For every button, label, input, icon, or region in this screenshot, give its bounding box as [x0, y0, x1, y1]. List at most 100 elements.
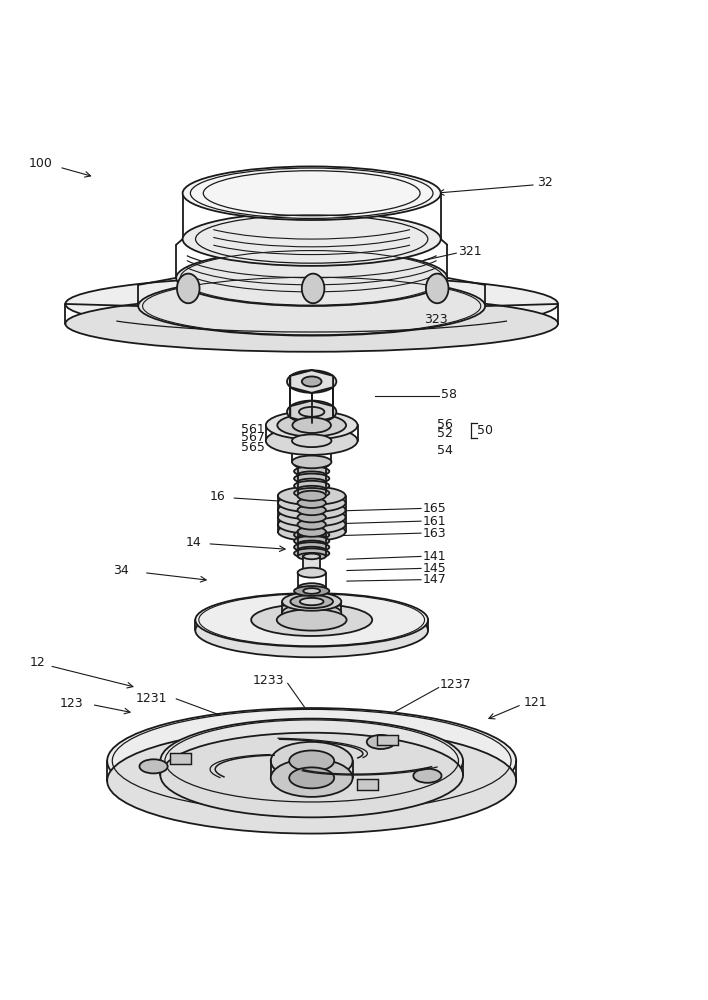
Text: 323: 323 [425, 313, 448, 326]
Ellipse shape [278, 414, 346, 437]
Ellipse shape [297, 498, 326, 508]
Ellipse shape [297, 528, 326, 535]
Ellipse shape [294, 548, 329, 558]
Ellipse shape [287, 401, 336, 423]
Ellipse shape [297, 479, 326, 486]
Ellipse shape [302, 274, 324, 303]
Ellipse shape [302, 376, 321, 387]
Text: 567: 567 [241, 431, 265, 444]
Text: 52: 52 [437, 427, 452, 440]
Bar [357, 779, 378, 790]
Bar [377, 735, 398, 745]
Ellipse shape [266, 411, 358, 439]
Ellipse shape [297, 491, 326, 501]
Ellipse shape [289, 767, 334, 788]
Ellipse shape [297, 512, 326, 522]
Ellipse shape [287, 370, 336, 393]
Text: 50: 50 [476, 424, 493, 437]
Polygon shape [290, 370, 333, 423]
Ellipse shape [160, 733, 463, 817]
Text: 561: 561 [241, 423, 265, 436]
Text: 161: 161 [423, 515, 447, 528]
Ellipse shape [300, 598, 324, 605]
Ellipse shape [294, 488, 329, 498]
Ellipse shape [107, 728, 516, 834]
Ellipse shape [294, 536, 329, 546]
Ellipse shape [266, 427, 358, 455]
Ellipse shape [292, 434, 331, 447]
Polygon shape [290, 370, 333, 393]
Text: 12: 12 [30, 656, 45, 669]
Ellipse shape [270, 759, 353, 797]
Ellipse shape [367, 735, 395, 749]
Ellipse shape [303, 571, 320, 577]
Ellipse shape [292, 456, 331, 468]
Text: 100: 100 [28, 157, 52, 170]
Ellipse shape [65, 276, 558, 332]
Ellipse shape [297, 457, 326, 464]
Ellipse shape [299, 407, 324, 417]
Ellipse shape [297, 486, 326, 493]
Ellipse shape [107, 708, 516, 814]
Text: 1231: 1231 [135, 692, 167, 705]
Ellipse shape [297, 541, 326, 548]
Ellipse shape [297, 534, 326, 541]
Ellipse shape [294, 466, 329, 476]
Ellipse shape [278, 494, 346, 512]
Ellipse shape [183, 212, 441, 266]
Ellipse shape [294, 586, 329, 596]
Ellipse shape [278, 508, 346, 527]
Text: 14: 14 [186, 536, 202, 549]
Ellipse shape [294, 530, 329, 540]
Ellipse shape [294, 542, 329, 552]
Text: 121: 121 [523, 696, 547, 709]
Ellipse shape [160, 719, 463, 803]
Text: 141: 141 [423, 550, 447, 563]
Text: 32: 32 [537, 176, 553, 189]
Ellipse shape [278, 487, 346, 505]
Bar [170, 753, 191, 764]
Ellipse shape [277, 609, 347, 631]
Text: 1237: 1237 [440, 678, 472, 691]
Ellipse shape [297, 471, 326, 478]
Ellipse shape [176, 250, 447, 306]
Ellipse shape [195, 593, 428, 647]
Ellipse shape [139, 759, 168, 773]
Text: 54: 54 [437, 444, 452, 457]
Ellipse shape [251, 604, 372, 636]
Ellipse shape [297, 464, 326, 471]
Text: 145: 145 [423, 562, 447, 575]
Text: 58: 58 [442, 388, 457, 401]
Ellipse shape [278, 501, 346, 519]
Ellipse shape [278, 515, 346, 534]
Ellipse shape [297, 505, 326, 515]
Bar [303, 556, 320, 574]
Ellipse shape [282, 592, 341, 611]
Ellipse shape [183, 166, 441, 220]
Ellipse shape [303, 588, 320, 594]
Ellipse shape [177, 274, 200, 303]
Ellipse shape [299, 418, 324, 427]
Ellipse shape [297, 547, 326, 554]
Text: 123: 123 [59, 697, 83, 710]
Bar [299, 412, 324, 422]
Ellipse shape [297, 527, 326, 537]
Ellipse shape [297, 583, 326, 593]
Text: 163: 163 [423, 527, 447, 540]
Ellipse shape [413, 769, 442, 783]
Text: 147: 147 [423, 573, 447, 586]
Ellipse shape [138, 277, 485, 336]
Ellipse shape [290, 595, 333, 608]
Text: 321: 321 [458, 245, 482, 258]
Ellipse shape [294, 481, 329, 491]
Ellipse shape [294, 474, 329, 483]
Ellipse shape [297, 553, 326, 560]
Text: 34: 34 [113, 564, 129, 577]
Ellipse shape [278, 523, 346, 541]
Ellipse shape [426, 274, 448, 303]
Text: 56: 56 [437, 418, 452, 431]
Ellipse shape [303, 554, 320, 559]
Text: 565: 565 [241, 441, 265, 454]
Text: 165: 165 [423, 502, 447, 515]
Ellipse shape [282, 604, 341, 622]
